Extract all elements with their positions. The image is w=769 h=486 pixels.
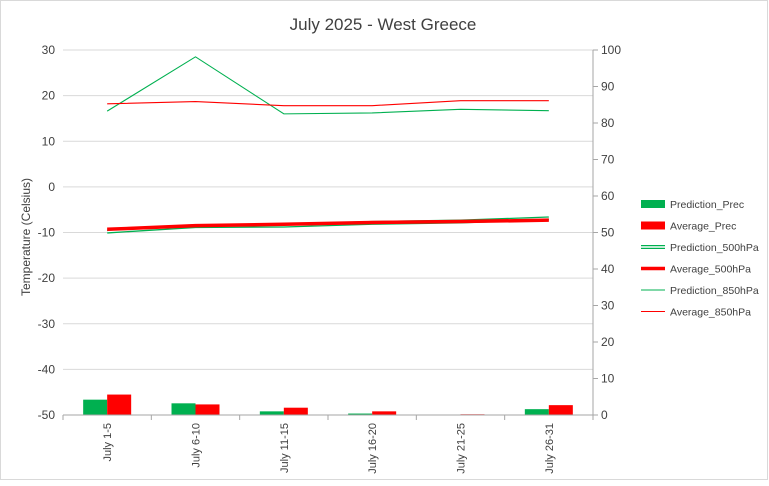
left-tick-label: -30 xyxy=(38,317,56,331)
right-tick-label: 80 xyxy=(601,116,615,130)
right-tick-label: 10 xyxy=(601,372,615,386)
left-tick-label: -40 xyxy=(38,362,56,376)
right-tick-label: 50 xyxy=(601,226,615,240)
category-label: July 11-15 xyxy=(279,423,291,473)
bar xyxy=(83,399,108,415)
right-tick-label: 40 xyxy=(601,262,615,276)
bar xyxy=(171,403,196,415)
bar xyxy=(548,405,573,415)
legend-label: Average_Prec xyxy=(670,221,736,233)
bar xyxy=(195,404,220,415)
gridlines xyxy=(63,49,593,370)
category-labels: July 1-5 July 6-10 July 11-15 July 16-20 Jul… xyxy=(102,423,556,474)
bar xyxy=(348,413,373,415)
right-tick-label: 20 xyxy=(601,335,615,349)
series-line xyxy=(106,56,549,115)
legend-label: Prediction_Prec xyxy=(670,199,744,211)
bars xyxy=(83,394,573,416)
left-tick-label: 20 xyxy=(42,89,56,103)
right-tick-label: 70 xyxy=(601,153,615,167)
right-tick-label: 0 xyxy=(601,408,608,422)
legend-label: Prediction_850hPa xyxy=(670,285,759,297)
left-tick-label: -10 xyxy=(38,226,56,240)
left-axis-ticks: 30 20 10 0 -10 -20 -30 -40 -50 xyxy=(38,43,56,422)
right-tick-label: 60 xyxy=(601,189,615,203)
lines xyxy=(106,56,549,234)
left-tick-label: 30 xyxy=(42,43,56,57)
legend: Prediction_Prec Average_Prec Prediction_50… xyxy=(641,199,759,319)
bar xyxy=(283,407,308,415)
y-axis-label: Temperature (Celsius) xyxy=(19,178,33,296)
bar xyxy=(372,411,397,415)
series-line xyxy=(107,100,549,107)
category-label: July 26-31 xyxy=(544,423,556,474)
series-line xyxy=(107,218,549,232)
category-label: July 16-20 xyxy=(367,423,379,474)
axes xyxy=(62,49,598,420)
right-tick-label: 30 xyxy=(601,299,615,313)
category-label: July 6-10 xyxy=(191,423,203,468)
bar xyxy=(107,394,132,415)
category-label: July 21-25 xyxy=(456,423,468,474)
right-tick-label: 90 xyxy=(601,80,615,94)
bar xyxy=(259,411,284,415)
left-tick-label: 0 xyxy=(48,180,55,194)
legend-swatch xyxy=(641,221,665,230)
chart-title: July 2025 - West Greece xyxy=(290,15,477,34)
right-tick-label: 100 xyxy=(601,43,621,57)
category-label: July 1-5 xyxy=(102,423,114,462)
legend-label: Prediction_500hPa xyxy=(670,242,759,254)
legend-swatch xyxy=(641,200,665,208)
bar xyxy=(524,409,549,415)
left-tick-label: -50 xyxy=(38,408,56,422)
left-tick-label: 10 xyxy=(42,134,56,148)
legend-label: Average_500hPa xyxy=(670,264,751,276)
left-tick-label: -20 xyxy=(38,271,56,285)
legend-label: Average_850hPa xyxy=(670,307,751,319)
